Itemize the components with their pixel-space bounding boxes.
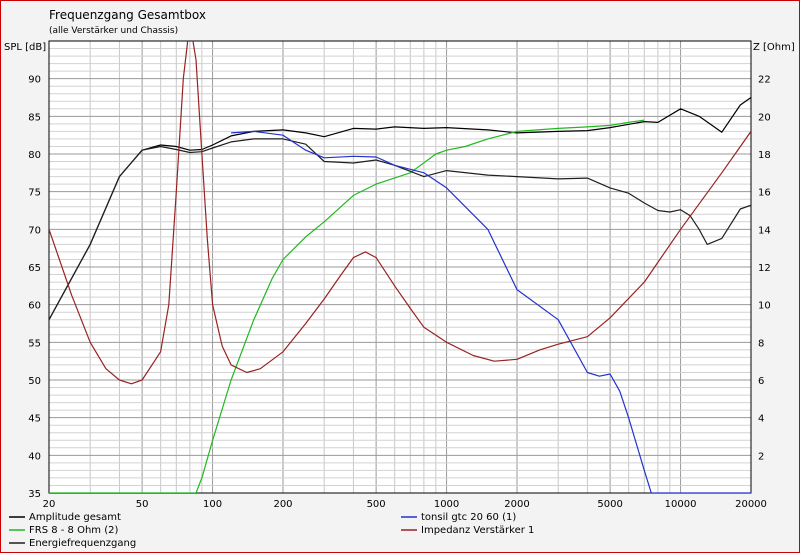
y-tick-label: 60 <box>28 301 41 312</box>
series-line-1 <box>49 97 751 320</box>
y2-axis-label: Z [Ohm] <box>753 42 795 53</box>
series-line-5 <box>49 41 751 385</box>
x-tick-label: 2000 <box>504 499 529 510</box>
series-line-3 <box>49 138 751 320</box>
y2-tick-label: 4 <box>758 414 764 425</box>
y-tick-label: 50 <box>28 376 41 387</box>
x-tick-label: 1000 <box>434 499 459 510</box>
y2-tick-label: 6 <box>758 376 764 387</box>
y2-tick-label: 18 <box>758 150 771 161</box>
x-tick-label: 200 <box>273 499 292 510</box>
x-tick-label: 10000 <box>665 499 697 510</box>
x-tick-label: 50 <box>136 499 149 510</box>
series-line-2 <box>49 119 645 493</box>
x-tick-label: 20000 <box>735 499 767 510</box>
chart-subtitle: (alle Verstärker und Chassis) <box>49 26 178 36</box>
grid-lines <box>49 41 751 493</box>
x-tick-label: 500 <box>367 499 386 510</box>
y2-tick-label: 2 <box>758 451 764 462</box>
y-tick-label: 80 <box>28 150 41 161</box>
x-tick-label: 100 <box>203 499 222 510</box>
y2-tick-label: 22 <box>758 75 771 86</box>
plot-border <box>48 40 752 494</box>
legend-label-4: tonsil gtc 20 60 (1) <box>421 512 516 523</box>
chart-title: Frequenzgang Gesamtbox <box>49 8 206 22</box>
y-axis-label: SPL [dB] <box>4 42 46 53</box>
y-tick-label: 70 <box>28 225 41 236</box>
y-tick-label: 55 <box>28 338 41 349</box>
y-tick-label: 75 <box>28 188 41 199</box>
y2-tick-label: 12 <box>758 263 771 274</box>
legend-label-1: Amplitude gesamt <box>29 512 121 523</box>
legend-label-2: FRS 8 - 8 Ohm (2) <box>29 525 118 536</box>
y-tick-label: 85 <box>28 112 41 123</box>
y2-tick-label: 8 <box>758 338 764 349</box>
y-tick-label: 40 <box>28 451 41 462</box>
y2-tick-label: 14 <box>758 225 771 236</box>
y2-tick-label: 10 <box>758 301 771 312</box>
y2-tick-label: 20 <box>758 112 771 123</box>
y2-tick-label: 16 <box>758 188 771 199</box>
y-tick-label: 65 <box>28 263 41 274</box>
x-tick-label: 5000 <box>597 499 622 510</box>
legend: Amplitude gesamt FRS 8 - 8 Ohm (2) Energie… <box>9 512 534 549</box>
legend-label-5: Impedanz Verstärker 1 <box>421 525 534 536</box>
series-line-4 <box>231 130 751 493</box>
legend-label-3: Energiefrequenzgang <box>29 538 136 549</box>
y-tick-label: 90 <box>28 75 41 86</box>
x-tick-label: 20 <box>43 499 56 510</box>
y-tick-label: 35 <box>28 489 41 500</box>
y-tick-label: 45 <box>28 414 41 425</box>
